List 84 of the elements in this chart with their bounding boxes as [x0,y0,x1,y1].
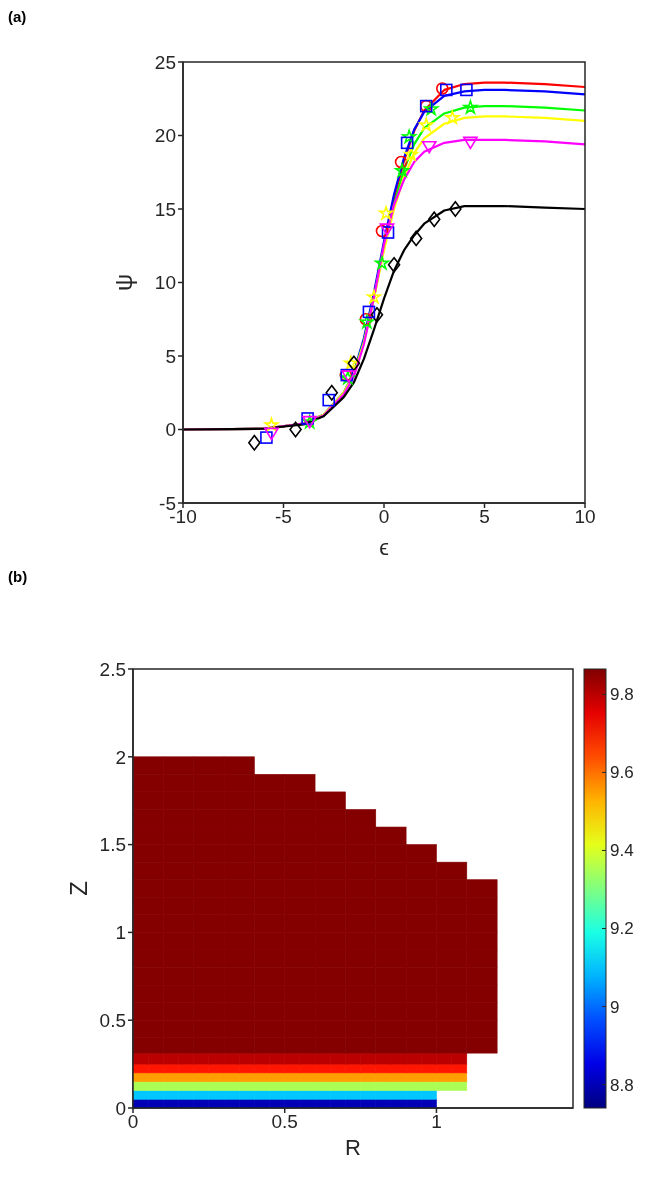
point [362,305,376,319]
point [463,136,478,150]
x-axis-title: R [345,1135,361,1160]
point [163,1052,179,1065]
point [404,147,419,161]
point [289,421,302,438]
text: (a) [8,8,27,25]
y-tick-label: 0.5 [99,1009,126,1031]
point [269,1052,286,1065]
point [147,1052,164,1065]
color-bar-label: 9.6 [610,763,634,783]
y-tick-label: 15 [154,198,176,220]
point [375,1052,392,1065]
point [347,355,361,372]
color-bar-label: 8.8 [610,1075,634,1095]
x-tick-label: 10 [574,506,596,528]
point [436,1052,452,1065]
point [394,155,408,169]
y-tick-label: 1 [115,922,126,944]
point [345,1052,361,1065]
point [193,1052,210,1065]
point [463,100,478,114]
color-bar-label: 9 [610,997,620,1017]
point [424,101,439,116]
point [284,1052,301,1065]
point [395,163,410,177]
point [264,417,279,432]
point [460,83,473,97]
point [405,1052,422,1065]
x-tick-label: -5 [275,506,292,528]
point [329,1052,346,1065]
point [419,117,434,132]
point [370,306,384,323]
point [254,1052,270,1065]
point [435,82,449,95]
point [387,256,401,273]
y-axis-title: Z [64,881,92,896]
x-tick-label: 5 [479,506,490,528]
point [178,1052,194,1065]
y-tick-label: 0 [165,419,176,441]
point [366,289,382,304]
y-tick-label: 2.5 [99,658,126,680]
point [314,1052,331,1065]
y-tick-label: 5 [165,345,176,367]
point [343,355,358,370]
point [427,211,441,228]
point [421,140,437,154]
x-tick-label: 0.5 [271,1111,298,1133]
point [299,1052,316,1065]
x-tick-label: 0 [378,506,390,528]
y-tick-label: 2 [115,746,126,768]
point [449,201,462,217]
y-tick-label: 25 [154,51,176,73]
point [409,230,423,247]
x-tick-label: 1 [431,1111,442,1133]
color-bar-label: 9.4 [610,841,634,861]
point [400,136,414,150]
y-tick-label: 20 [154,125,176,147]
point [445,110,460,124]
point [378,206,394,220]
color-bar-label: 9.8 [610,685,634,705]
text: (b) [8,568,28,585]
point [374,255,390,270]
point [375,224,389,238]
point [260,431,273,444]
y-tick-label: 0 [115,1097,126,1119]
point [223,1052,240,1065]
point [208,1052,225,1065]
point [390,1052,407,1065]
point [325,384,339,401]
y-axis-title: ψ [109,273,137,292]
point [248,434,261,451]
x-axis-title: ϵ [379,535,389,560]
point [451,1052,468,1065]
point [420,1052,437,1065]
point [440,83,453,97]
point [402,129,417,144]
point [264,427,279,441]
point [360,1052,377,1065]
color-bar-label: 9.2 [610,919,634,939]
y-tick-label: 10 [154,272,176,294]
point [322,393,336,407]
y-tick-label: 1.5 [99,834,126,856]
point [238,1052,255,1065]
